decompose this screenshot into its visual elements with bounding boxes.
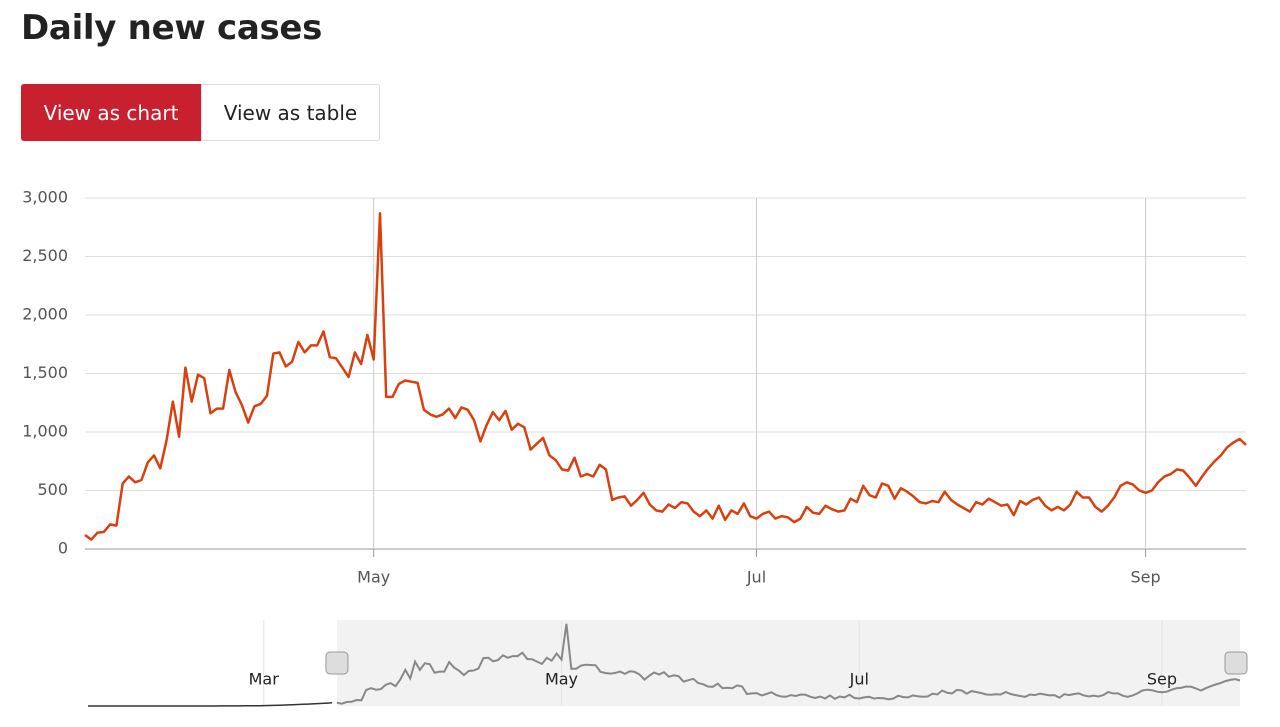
table-tab[interactable]: View as table (201, 84, 380, 141)
navigator-label: May (545, 670, 578, 689)
navigator-label: Mar (249, 670, 280, 689)
navigator-selection (336, 620, 1240, 706)
data-line (84, 211, 1247, 541)
navigator-lead-line (88, 702, 333, 707)
navigator-label: Sep (1147, 670, 1177, 689)
navigator-label: Jul (849, 670, 869, 689)
y-tick-label: 500 (37, 480, 68, 499)
y-tick-label: 2,500 (22, 246, 68, 265)
y-tick-label: 1,500 (22, 363, 68, 382)
chart-tab[interactable]: View as chart (21, 84, 201, 141)
y-tick-label: 1,000 (22, 422, 68, 441)
y-tick-label: 0 (58, 539, 68, 558)
view-tabs: View as chart View as table (21, 84, 380, 141)
x-tick-label: Jul (746, 568, 766, 587)
navigator-handle[interactable] (1224, 651, 1248, 675)
page-title: Daily new cases (21, 8, 323, 48)
navigator-handle[interactable] (325, 651, 349, 675)
navigator-line (336, 623, 1241, 705)
x-tick-label: May (357, 568, 390, 587)
y-tick-label: 3,000 (22, 188, 68, 207)
x-tick-label: Sep (1131, 568, 1161, 587)
y-tick-label: 2,000 (22, 305, 68, 324)
